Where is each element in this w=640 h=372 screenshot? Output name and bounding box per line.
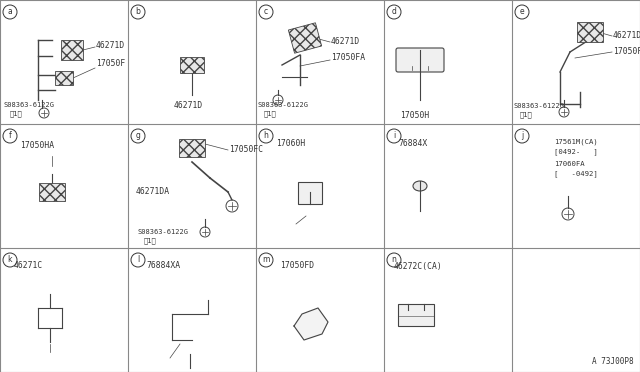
Text: 17561M(CA): 17561M(CA) <box>554 139 598 145</box>
Bar <box>61 40 83 60</box>
FancyBboxPatch shape <box>396 48 444 72</box>
Bar <box>398 304 434 326</box>
Bar <box>298 182 322 204</box>
Bar <box>179 139 205 157</box>
Text: f: f <box>8 131 12 141</box>
Text: 46271D: 46271D <box>96 42 125 51</box>
Text: 〈1〉: 〈1〉 <box>144 237 157 244</box>
Text: 46271DA: 46271DA <box>136 187 170 196</box>
Text: S08363-6122G: S08363-6122G <box>258 102 309 108</box>
Text: S08363-6122G: S08363-6122G <box>514 103 565 109</box>
Text: A 73J00P8: A 73J00P8 <box>593 357 634 366</box>
Text: 17060FA: 17060FA <box>554 161 584 167</box>
Text: 〈1〉: 〈1〉 <box>264 110 276 116</box>
Text: a: a <box>8 7 12 16</box>
Text: 46271D: 46271D <box>331 36 360 45</box>
Text: 46272C(CA): 46272C(CA) <box>394 262 443 270</box>
Text: [0492-   ]: [0492- ] <box>554 149 598 155</box>
Ellipse shape <box>413 181 427 191</box>
Text: b: b <box>136 7 140 16</box>
Text: 〈1〉: 〈1〉 <box>520 111 532 118</box>
Text: [   -0492]: [ -0492] <box>554 171 598 177</box>
Text: 17050HA: 17050HA <box>20 141 54 151</box>
Text: d: d <box>392 7 396 16</box>
Text: 46271C: 46271C <box>14 262 44 270</box>
Text: 17050F: 17050F <box>96 58 125 67</box>
Text: j: j <box>521 131 523 141</box>
Text: 17050FC: 17050FC <box>229 145 263 154</box>
Bar <box>289 23 322 53</box>
Bar <box>39 183 65 201</box>
Text: k: k <box>8 256 12 264</box>
Text: 46271D: 46271D <box>174 100 204 109</box>
Text: e: e <box>520 7 524 16</box>
Text: 17050FA: 17050FA <box>331 52 365 61</box>
Text: n: n <box>392 256 396 264</box>
Bar <box>55 71 73 85</box>
Text: 17060H: 17060H <box>276 140 305 148</box>
Text: 76884XA: 76884XA <box>146 262 180 270</box>
Text: i: i <box>393 131 395 141</box>
Bar <box>180 57 204 73</box>
Text: S08363-6122G: S08363-6122G <box>4 102 55 108</box>
Text: 17050FB: 17050FB <box>613 46 640 55</box>
Text: l: l <box>137 256 139 264</box>
Text: 17050FD: 17050FD <box>280 262 314 270</box>
Text: g: g <box>136 131 140 141</box>
Text: 〈1〉: 〈1〉 <box>10 110 23 116</box>
Bar <box>577 22 603 42</box>
Text: 46271D: 46271D <box>613 31 640 39</box>
Text: m: m <box>262 256 269 264</box>
Text: S08363-6122G: S08363-6122G <box>138 229 189 235</box>
Text: 76884X: 76884X <box>398 140 428 148</box>
Polygon shape <box>294 308 328 340</box>
Text: h: h <box>264 131 268 141</box>
Text: c: c <box>264 7 268 16</box>
Text: 17050H: 17050H <box>400 110 429 119</box>
